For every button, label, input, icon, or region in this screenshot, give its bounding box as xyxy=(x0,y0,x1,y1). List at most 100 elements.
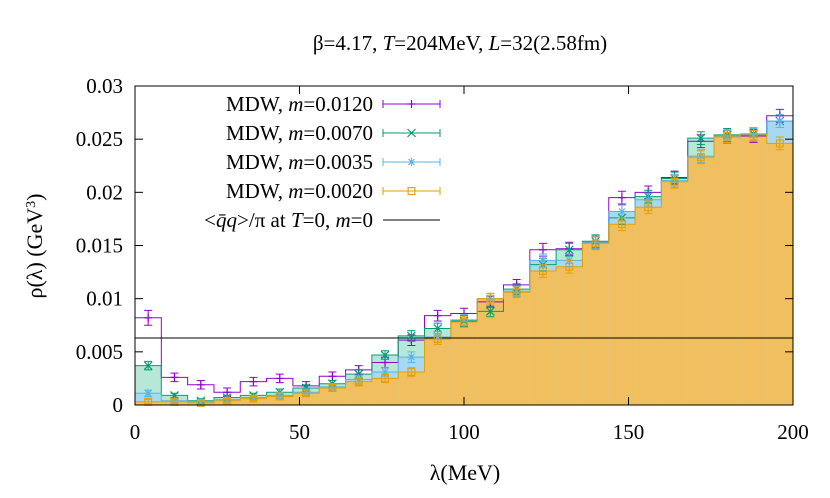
data-point xyxy=(539,267,547,275)
data-point xyxy=(433,311,442,320)
data-point xyxy=(143,361,153,371)
data-point xyxy=(354,377,363,386)
legend-entry-2: MDW, m=0.0035 xyxy=(226,150,373,174)
x-tick-label: 0 xyxy=(130,420,141,444)
legend-entry-0: MDW, m=0.0120 xyxy=(226,92,373,116)
data-point xyxy=(696,153,705,162)
error-bar xyxy=(617,217,626,232)
data-point xyxy=(196,380,205,389)
y-tick-label: 0 xyxy=(113,393,124,417)
bar xyxy=(687,157,715,405)
data-point xyxy=(381,368,390,377)
bar xyxy=(582,243,609,405)
y-tick-label: 0.02 xyxy=(86,180,123,204)
data-point xyxy=(302,389,311,398)
error-bar xyxy=(538,264,547,278)
bar xyxy=(345,381,372,405)
x-tick-label: 50 xyxy=(289,420,310,444)
histogram-outline-3 xyxy=(134,133,794,405)
data-point xyxy=(749,129,758,138)
data-point xyxy=(407,100,416,108)
data-point xyxy=(433,335,442,344)
bar xyxy=(766,143,793,406)
data-point xyxy=(538,256,547,265)
data-point xyxy=(460,318,468,327)
data-point xyxy=(381,374,389,383)
legend: MDW, m=0.0120 MDW, m=0.0070 MDW, m=0.0035 M… xyxy=(204,92,441,232)
data-point xyxy=(380,350,390,360)
data-point xyxy=(485,307,495,316)
data-point xyxy=(144,313,153,322)
data-point xyxy=(696,133,706,143)
error-bars-3 xyxy=(144,126,784,407)
y-tick-label: 0.015 xyxy=(76,234,123,258)
data-point xyxy=(617,193,626,202)
data-point xyxy=(170,373,179,382)
histogram-fill-3 xyxy=(135,133,793,406)
data-point xyxy=(407,368,416,376)
data-point xyxy=(407,187,416,195)
error-bar xyxy=(354,376,363,387)
data-point xyxy=(196,398,205,407)
data-point xyxy=(406,331,416,341)
data-point xyxy=(249,394,258,403)
bar xyxy=(450,322,478,405)
data-point xyxy=(275,392,284,401)
bar xyxy=(292,393,320,405)
error-bar xyxy=(591,236,600,251)
legend-entry-3: MDW, m=0.0020 xyxy=(226,179,373,203)
data-point xyxy=(433,324,443,333)
bar xyxy=(608,224,636,405)
data-point xyxy=(723,132,732,140)
data-point xyxy=(617,207,626,216)
error-bar xyxy=(723,129,732,143)
error-bar xyxy=(249,395,258,402)
data-point xyxy=(223,396,232,405)
bar xyxy=(319,387,346,405)
plot-area xyxy=(134,108,794,407)
data-point xyxy=(617,220,626,229)
error-bar xyxy=(775,136,784,151)
bar xyxy=(503,292,530,405)
data-point xyxy=(381,358,390,367)
data-point xyxy=(407,128,416,138)
x-tick-label: 100 xyxy=(448,420,480,444)
error-bar xyxy=(565,259,574,274)
data-point xyxy=(775,117,784,126)
data-point xyxy=(144,389,153,398)
data-point xyxy=(670,177,679,186)
data-point xyxy=(223,388,232,397)
error-bar xyxy=(144,399,153,405)
data-point xyxy=(644,195,653,204)
chart-title: β=4.17, T=204MeV, L=32(2.58fm) xyxy=(313,31,607,55)
error-bar xyxy=(223,398,232,404)
error-bar xyxy=(407,367,416,377)
data-point xyxy=(249,377,258,386)
bar xyxy=(661,181,688,405)
error-bar xyxy=(670,174,679,189)
data-point xyxy=(407,353,416,362)
bar xyxy=(635,207,662,405)
bar xyxy=(424,339,451,405)
data-point xyxy=(486,294,495,303)
data-point xyxy=(275,374,284,383)
bar xyxy=(398,372,425,405)
axes: 0 50 100 150 200 0 0.005 0.01 0.015 0.02 0.025 0.03 xyxy=(76,74,809,444)
x-tick-label: 150 xyxy=(613,420,645,444)
error-bar xyxy=(644,200,653,215)
x-axis-label: λ(MeV) xyxy=(430,460,501,485)
error-bar xyxy=(749,126,758,141)
data-point xyxy=(644,203,653,212)
data-point xyxy=(301,383,311,393)
y-tick-label: 0.005 xyxy=(76,340,123,364)
error-bar xyxy=(696,150,705,165)
data-point xyxy=(538,245,547,254)
legend-entry-1: MDW, m=0.0070 xyxy=(226,121,373,145)
data-point xyxy=(565,262,574,271)
data-point xyxy=(591,239,600,248)
bar xyxy=(266,396,293,405)
y-tick-label: 0.025 xyxy=(76,127,123,151)
x-tick-label: 200 xyxy=(777,420,809,444)
data-point xyxy=(328,372,337,381)
